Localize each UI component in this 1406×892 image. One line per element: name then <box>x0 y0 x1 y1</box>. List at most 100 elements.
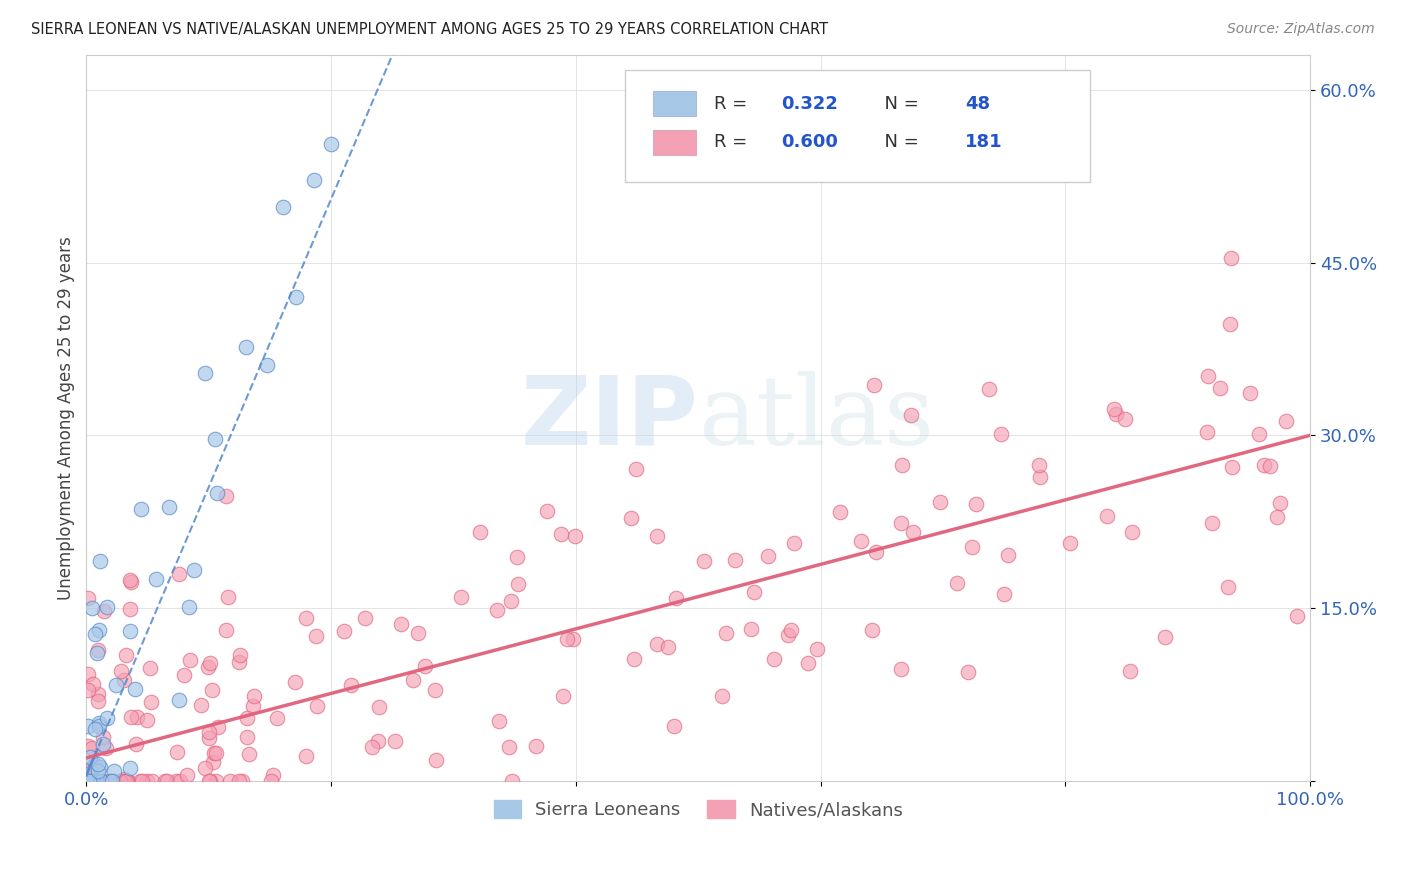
Sierra Leoneans <box>159 500 181 515</box>
Natives/Alaskans <box>201 755 224 769</box>
Sierra Leoneans <box>131 501 153 516</box>
Sierra Leoneans <box>76 774 98 789</box>
Natives/Alaskans <box>77 682 100 697</box>
Natives/Alaskans <box>555 632 578 647</box>
FancyBboxPatch shape <box>624 70 1090 182</box>
Sierra Leoneans <box>80 600 103 615</box>
Natives/Alaskans <box>1154 630 1177 644</box>
Natives/Alaskans <box>93 604 115 618</box>
Sierra Leoneans <box>120 624 142 638</box>
Natives/Alaskans <box>125 710 148 724</box>
Sierra Leoneans <box>83 722 105 736</box>
Natives/Alaskans <box>141 695 163 709</box>
Natives/Alaskans <box>139 660 162 674</box>
Natives/Alaskans <box>198 774 221 789</box>
Natives/Alaskans <box>115 648 138 663</box>
Sierra Leoneans <box>205 486 228 500</box>
Natives/Alaskans <box>890 662 912 676</box>
Natives/Alaskans <box>783 536 806 550</box>
Natives/Alaskans <box>360 739 382 754</box>
Natives/Alaskans <box>990 427 1012 442</box>
Natives/Alaskans <box>112 673 135 688</box>
Natives/Alaskans <box>508 576 530 591</box>
Natives/Alaskans <box>77 774 100 789</box>
Text: 48: 48 <box>965 95 990 112</box>
Natives/Alaskans <box>1275 414 1298 428</box>
Natives/Alaskans <box>1239 385 1261 400</box>
Sierra Leoneans <box>100 774 122 789</box>
Natives/Alaskans <box>190 698 212 712</box>
Natives/Alaskans <box>242 690 264 704</box>
Text: 181: 181 <box>965 133 1002 152</box>
Natives/Alaskans <box>231 774 253 789</box>
Natives/Alaskans <box>645 637 668 651</box>
Natives/Alaskans <box>724 553 747 567</box>
Natives/Alaskans <box>742 584 765 599</box>
Natives/Alaskans <box>1201 516 1223 531</box>
Natives/Alaskans <box>1105 407 1128 421</box>
Natives/Alaskans <box>131 774 153 789</box>
Sierra Leoneans <box>80 774 103 789</box>
Natives/Alaskans <box>156 774 179 789</box>
Natives/Alaskans <box>1219 317 1241 331</box>
Sierra Leoneans <box>82 774 104 789</box>
Text: R =: R = <box>714 95 754 112</box>
Natives/Alaskans <box>115 774 138 789</box>
Natives/Alaskans <box>468 524 491 539</box>
Natives/Alaskans <box>425 754 447 768</box>
Natives/Alaskans <box>333 624 356 638</box>
Natives/Alaskans <box>562 632 585 647</box>
Natives/Alaskans <box>1114 411 1136 425</box>
Natives/Alaskans <box>993 587 1015 601</box>
Sierra Leoneans <box>89 760 111 774</box>
Natives/Alaskans <box>1097 509 1119 524</box>
Natives/Alaskans <box>86 687 108 701</box>
Natives/Alaskans <box>87 643 110 657</box>
Natives/Alaskans <box>83 774 105 789</box>
Natives/Alaskans <box>166 746 188 760</box>
Natives/Alaskans <box>384 734 406 748</box>
Sierra Leoneans <box>87 757 110 772</box>
Text: atlas: atlas <box>699 371 934 465</box>
Natives/Alaskans <box>110 665 132 679</box>
Natives/Alaskans <box>619 511 641 525</box>
Natives/Alaskans <box>657 640 679 655</box>
Sierra Leoneans <box>120 761 142 775</box>
Sierra Leoneans <box>273 200 295 214</box>
Natives/Alaskans <box>153 774 176 789</box>
Natives/Alaskans <box>1119 664 1142 678</box>
Sierra Leoneans <box>285 290 308 304</box>
Sierra Leoneans <box>256 358 278 372</box>
Sierra Leoneans <box>167 693 190 707</box>
Natives/Alaskans <box>77 739 100 753</box>
Natives/Alaskans <box>214 623 236 637</box>
Natives/Alaskans <box>117 774 139 789</box>
Natives/Alaskans <box>169 774 191 789</box>
Natives/Alaskans <box>762 652 785 666</box>
Natives/Alaskans <box>82 774 104 789</box>
Sierra Leoneans <box>91 737 114 751</box>
Natives/Alaskans <box>498 739 520 754</box>
Natives/Alaskans <box>692 554 714 568</box>
Natives/Alaskans <box>295 749 318 764</box>
Natives/Alaskans <box>740 623 762 637</box>
Natives/Alaskans <box>236 731 259 745</box>
Natives/Alaskans <box>200 682 222 697</box>
Natives/Alaskans <box>564 529 586 543</box>
Natives/Alaskans <box>165 774 187 789</box>
Natives/Alaskans <box>945 576 967 591</box>
Sierra Leoneans <box>86 774 108 789</box>
Natives/Alaskans <box>125 737 148 751</box>
Natives/Alaskans <box>266 711 288 725</box>
Natives/Alaskans <box>101 774 124 789</box>
Natives/Alaskans <box>93 774 115 789</box>
Natives/Alaskans <box>217 591 239 605</box>
Natives/Alaskans <box>776 628 799 642</box>
Sierra Leoneans <box>84 758 107 772</box>
FancyBboxPatch shape <box>652 91 696 117</box>
Sierra Leoneans <box>235 340 257 354</box>
Text: ZIP: ZIP <box>520 372 699 465</box>
Natives/Alaskans <box>87 694 110 708</box>
Natives/Alaskans <box>229 648 252 663</box>
Sierra Leoneans <box>204 432 226 446</box>
